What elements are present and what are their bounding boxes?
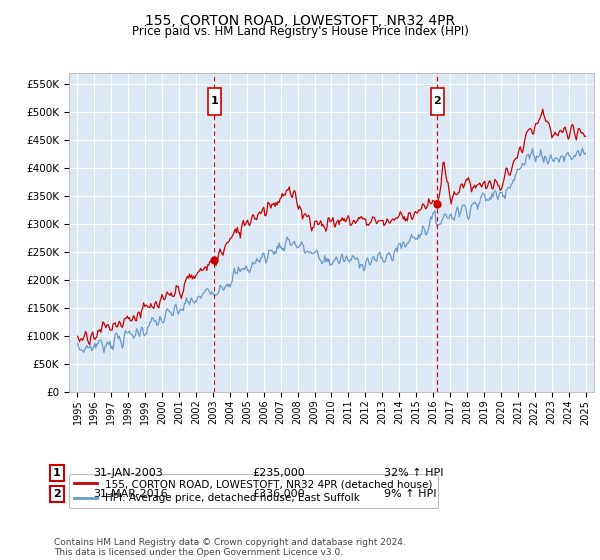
Text: £235,000: £235,000 — [252, 468, 305, 478]
FancyBboxPatch shape — [208, 88, 221, 115]
FancyBboxPatch shape — [431, 88, 444, 115]
Text: 32% ↑ HPI: 32% ↑ HPI — [384, 468, 443, 478]
Text: 2: 2 — [53, 489, 61, 499]
Text: 9% ↑ HPI: 9% ↑ HPI — [384, 489, 437, 499]
Text: 155, CORTON ROAD, LOWESTOFT, NR32 4PR: 155, CORTON ROAD, LOWESTOFT, NR32 4PR — [145, 14, 455, 28]
Text: 31-JAN-2003: 31-JAN-2003 — [93, 468, 163, 478]
Text: 1: 1 — [211, 96, 218, 106]
Legend: 155, CORTON ROAD, LOWESTOFT, NR32 4PR (detached house), HPI: Average price, deta: 155, CORTON ROAD, LOWESTOFT, NR32 4PR (d… — [69, 474, 438, 508]
Text: Price paid vs. HM Land Registry's House Price Index (HPI): Price paid vs. HM Land Registry's House … — [131, 25, 469, 38]
Text: 1: 1 — [53, 468, 61, 478]
Text: £336,000: £336,000 — [252, 489, 305, 499]
Text: Contains HM Land Registry data © Crown copyright and database right 2024.
This d: Contains HM Land Registry data © Crown c… — [54, 538, 406, 557]
Text: 31-MAR-2016: 31-MAR-2016 — [93, 489, 167, 499]
Text: 2: 2 — [433, 96, 441, 106]
